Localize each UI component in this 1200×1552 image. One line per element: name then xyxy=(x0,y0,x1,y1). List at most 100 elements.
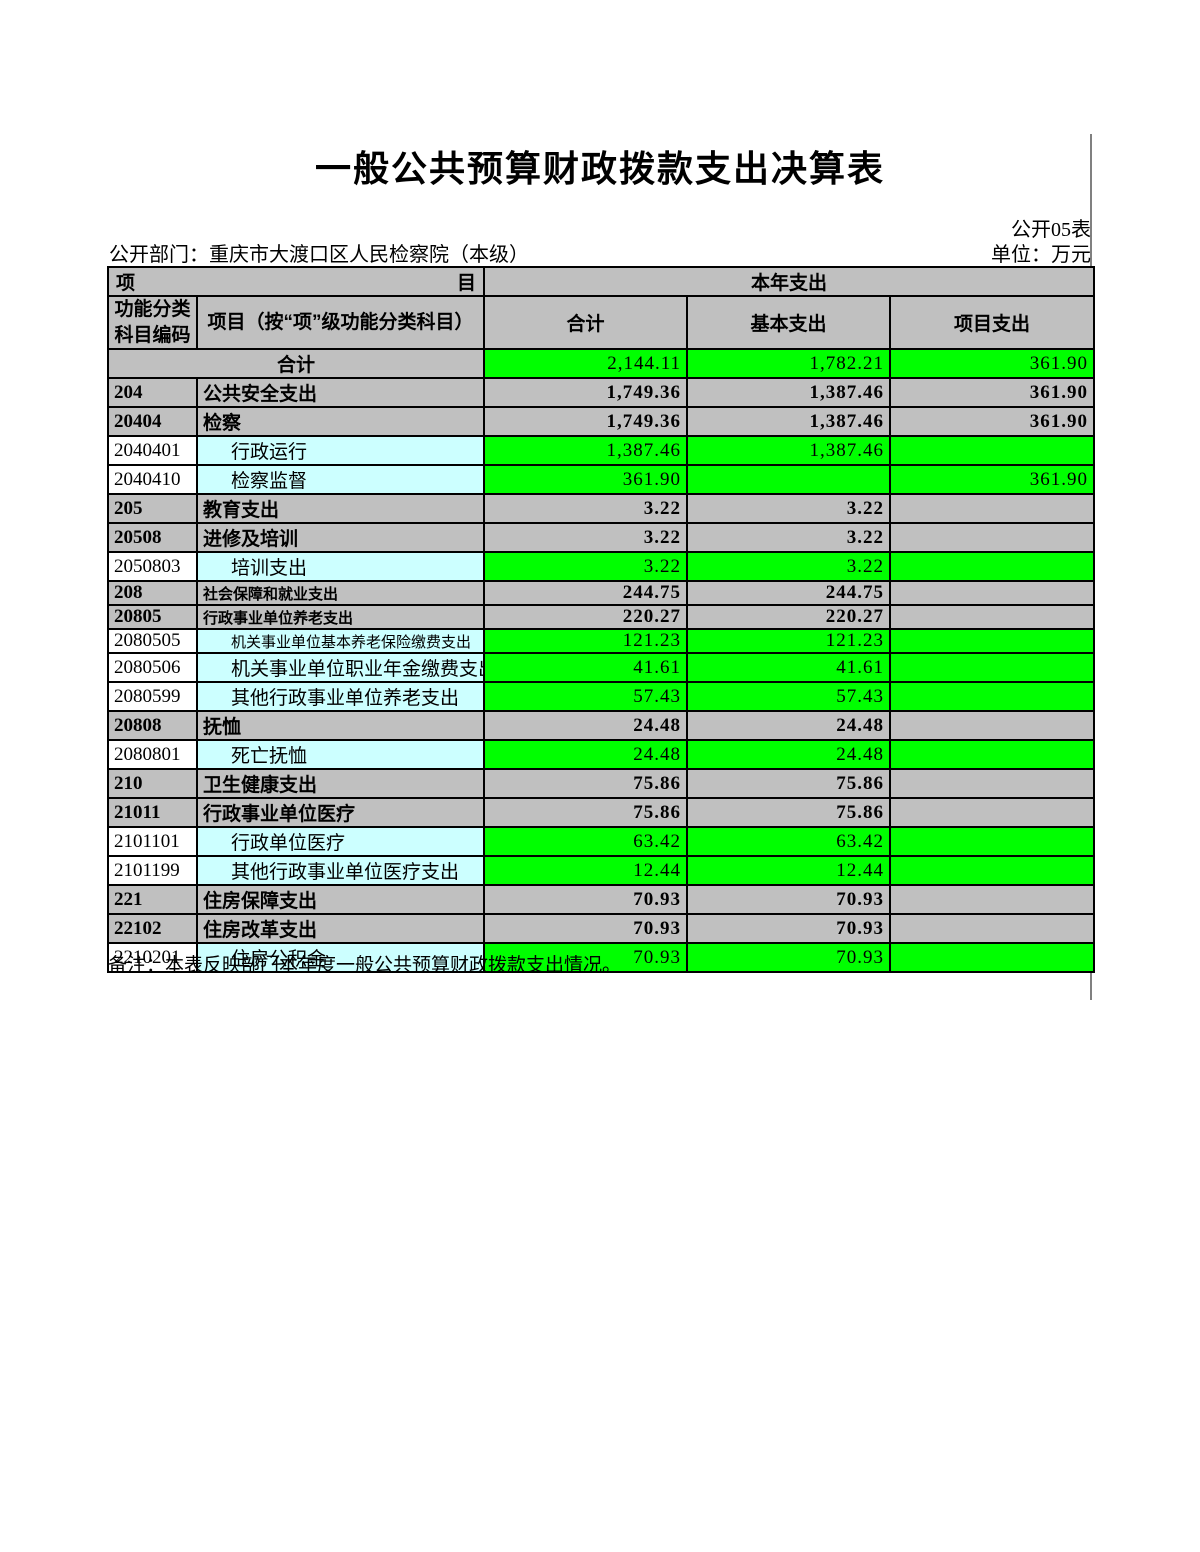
cell-total: 24.48 xyxy=(483,739,688,771)
cell-project xyxy=(888,884,1096,916)
cell-project: 361.90 xyxy=(888,377,1096,409)
cell-name: 教育支出 xyxy=(196,493,485,525)
table-row: 204 公共安全支出 1,749.36 1,387.46 361.90 xyxy=(107,377,1096,409)
cell-project xyxy=(888,652,1096,684)
cell-name: 住房公积金 xyxy=(196,942,485,974)
cell-code: 2050803 xyxy=(107,551,198,583)
cell-total: 70.93 xyxy=(483,884,688,916)
cell-code: 210 xyxy=(107,768,198,800)
cell-code: 2101199 xyxy=(107,855,198,887)
department-label: 公开部门：重庆市大渡口区人民检察院（本级） xyxy=(109,244,529,266)
cell-total: 1,749.36 xyxy=(483,377,688,409)
table-row: 20808 抚恤 24.48 24.48 xyxy=(107,710,1096,742)
table-row: 210 卫生健康支出 75.86 75.86 xyxy=(107,768,1096,800)
cell-name: 行政事业单位医疗 xyxy=(196,797,485,829)
cell-code: 2080801 xyxy=(107,739,198,771)
cell-basic: 3.22 xyxy=(686,522,891,554)
cell-project xyxy=(888,913,1096,945)
cell-basic: 24.48 xyxy=(686,739,891,771)
cell-name: 住房改革支出 xyxy=(196,913,485,945)
cell-project xyxy=(888,797,1096,829)
cell-code: 2210201 xyxy=(107,942,198,974)
header-year-expense: 本年支出 xyxy=(482,266,1096,297)
cell-basic: 75.86 xyxy=(686,768,891,800)
cell-total: 41.61 xyxy=(483,652,688,684)
cell-basic: 63.42 xyxy=(686,826,891,858)
table-row: 221 住房保障支出 70.93 70.93 xyxy=(107,884,1096,916)
table-row: 205 教育支出 3.22 3.22 xyxy=(107,493,1096,525)
cell-name: 公共安全支出 xyxy=(196,377,485,409)
table-code-label: 公开05表 xyxy=(1011,219,1091,241)
cell-basic: 12.44 xyxy=(686,855,891,887)
cell-code: 2101101 xyxy=(107,826,198,858)
cell-total: 220.27 xyxy=(483,604,688,631)
cell-name: 进修及培训 xyxy=(196,522,485,554)
table-row: 2040401 行政运行 1,387.46 1,387.46 xyxy=(107,435,1096,467)
cell-total: 3.22 xyxy=(483,551,688,583)
cell-project xyxy=(888,942,1096,974)
cell-code: 20508 xyxy=(107,522,198,554)
cell-code: 205 xyxy=(107,493,198,525)
cell-code: 20404 xyxy=(107,406,198,438)
cell-total: 75.86 xyxy=(483,768,688,800)
total-row-label: 合计 xyxy=(107,348,485,380)
cell-project xyxy=(888,710,1096,742)
cell-basic xyxy=(686,464,891,496)
cell-basic: 3.22 xyxy=(686,493,891,525)
cell-total: 3.22 xyxy=(483,522,688,554)
unit-label: 单位：万元 xyxy=(991,244,1091,266)
cell-basic: 1,387.46 xyxy=(686,377,891,409)
header-row-columns: 功能分类科目编码 项目（按“项”级功能分类科目） 合计 基本支出 项目支出 xyxy=(107,294,1096,351)
table-row: 2080801 死亡抚恤 24.48 24.48 xyxy=(107,739,1096,771)
page-title: 一般公共预算财政拨款支出决算表 xyxy=(314,148,885,189)
table-row: 20508 进修及培训 3.22 3.22 xyxy=(107,522,1096,554)
page-break-line-bottom xyxy=(1090,972,1092,1000)
cell-name: 其他行政事业单位医疗支出 xyxy=(196,855,485,887)
cell-name: 社会保障和就业支出 xyxy=(196,580,485,607)
cell-name: 其他行政事业单位养老支出 xyxy=(196,681,485,713)
cell-project xyxy=(888,493,1096,525)
cell-total: 121.23 xyxy=(483,628,688,655)
table-row: 20404 检察 1,749.36 1,387.46 361.90 xyxy=(107,406,1096,438)
cell-code: 21011 xyxy=(107,797,198,829)
total-row-total: 2,144.11 xyxy=(483,348,688,380)
cell-name: 行政单位医疗 xyxy=(196,826,485,858)
cell-name: 机关事业单位基本养老保险缴费支出 xyxy=(196,628,485,655)
cell-project: 361.90 xyxy=(888,406,1096,438)
table-row: 208 社会保障和就业支出 244.75 244.75 xyxy=(107,580,1096,607)
cell-project xyxy=(888,768,1096,800)
page-break-line-top xyxy=(1090,134,1092,266)
cell-code: 20808 xyxy=(107,710,198,742)
table-row: 2101101 行政单位医疗 63.42 63.42 xyxy=(107,826,1096,858)
header-item-right: 目 xyxy=(456,273,476,294)
table-row: 2080505 机关事业单位基本养老保险缴费支出 121.23 121.23 xyxy=(107,628,1096,655)
header-item-left: 项 xyxy=(116,273,136,294)
cell-code: 2040410 xyxy=(107,464,198,496)
cell-name: 检察监督 xyxy=(196,464,485,496)
header-col-code: 功能分类科目编码 xyxy=(107,294,198,351)
cell-basic: 1,387.46 xyxy=(686,435,891,467)
cell-total: 3.22 xyxy=(483,493,688,525)
cell-name: 卫生健康支出 xyxy=(196,768,485,800)
cell-total: 24.48 xyxy=(483,710,688,742)
cell-name: 住房保障支出 xyxy=(196,884,485,916)
cell-total: 70.93 xyxy=(483,913,688,945)
cell-project xyxy=(888,681,1096,713)
cell-name: 培训支出 xyxy=(196,551,485,583)
cell-name: 行政事业单位养老支出 xyxy=(196,604,485,631)
cell-basic: 1,387.46 xyxy=(686,406,891,438)
cell-basic: 75.86 xyxy=(686,797,891,829)
table-row: 2080599 其他行政事业单位养老支出 57.43 57.43 xyxy=(107,681,1096,713)
meta-row: 公开部门：重庆市大渡口区人民检察院（本级） 单位：万元 xyxy=(109,238,1091,267)
cell-basic: 70.93 xyxy=(686,913,891,945)
cell-basic: 121.23 xyxy=(686,628,891,655)
cell-name: 行政运行 xyxy=(196,435,485,467)
cell-code: 2080599 xyxy=(107,681,198,713)
cell-project xyxy=(888,628,1096,655)
cell-name: 抚恤 xyxy=(196,710,485,742)
budget-table: 项 目 本年支出 功能分类科目编码 项目（按“项”级功能分类科目） 合计 基本支… xyxy=(107,266,1096,974)
table-row: 2080506 机关事业单位职业年金缴费支出 41.61 41.61 xyxy=(107,652,1096,684)
cell-project xyxy=(888,522,1096,554)
cell-project: 361.90 xyxy=(888,464,1096,496)
cell-total: 1,749.36 xyxy=(483,406,688,438)
